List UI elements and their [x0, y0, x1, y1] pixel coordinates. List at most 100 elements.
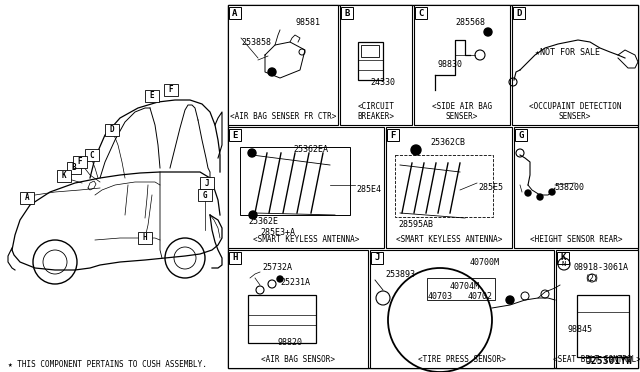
Text: 285568: 285568: [455, 18, 485, 27]
Circle shape: [506, 296, 514, 304]
Bar: [67, 162, 81, 174]
Text: H: H: [143, 234, 147, 243]
Text: B: B: [344, 9, 349, 17]
Text: 24330: 24330: [370, 78, 395, 87]
Text: H: H: [232, 253, 237, 263]
Text: 25231A: 25231A: [280, 278, 310, 287]
Text: <SIDE AIR BAG
SENSER>: <SIDE AIR BAG SENSER>: [432, 102, 492, 121]
Text: D: D: [109, 125, 115, 135]
Bar: [105, 124, 119, 136]
Text: <SEAT BELT CONTROL>: <SEAT BELT CONTROL>: [553, 355, 640, 364]
Text: J25301YW: J25301YW: [585, 356, 632, 366]
Bar: [514, 127, 638, 248]
Text: F: F: [169, 86, 173, 94]
Bar: [240, 147, 350, 215]
Text: <SMART KEYLESS ANTENNA>: <SMART KEYLESS ANTENNA>: [396, 235, 502, 244]
Circle shape: [549, 189, 555, 195]
Text: 98820: 98820: [278, 338, 303, 347]
Bar: [229, 129, 241, 141]
Bar: [248, 295, 316, 343]
Bar: [20, 192, 34, 204]
Bar: [370, 250, 554, 368]
Text: C: C: [419, 9, 424, 17]
Circle shape: [411, 145, 421, 155]
Bar: [556, 250, 638, 368]
Circle shape: [249, 211, 257, 219]
Circle shape: [248, 149, 256, 157]
Bar: [358, 42, 383, 80]
Bar: [395, 155, 493, 217]
Text: N: N: [562, 261, 566, 267]
Bar: [340, 5, 412, 125]
Bar: [145, 90, 159, 102]
Bar: [557, 252, 569, 264]
Text: 08918-3061A: 08918-3061A: [574, 263, 629, 272]
Bar: [228, 250, 368, 368]
Bar: [228, 5, 638, 368]
Text: 253893: 253893: [385, 270, 415, 279]
Text: 98845: 98845: [567, 325, 592, 334]
Bar: [386, 127, 512, 248]
Text: 25732A: 25732A: [262, 263, 292, 272]
Text: <OCCUPAINT DETECTION
SENSER>: <OCCUPAINT DETECTION SENSER>: [529, 102, 621, 121]
Text: (2): (2): [584, 274, 599, 283]
Bar: [200, 177, 214, 189]
Bar: [73, 156, 87, 168]
Bar: [361, 45, 379, 57]
Text: 538200: 538200: [554, 183, 584, 192]
Text: 25362E: 25362E: [248, 217, 278, 226]
Text: <TIRE PRESS SENSOR>: <TIRE PRESS SENSOR>: [418, 355, 506, 364]
Text: 40702: 40702: [468, 292, 493, 301]
Text: A: A: [232, 9, 237, 17]
Text: 285E5: 285E5: [478, 183, 503, 192]
Text: <AIR BAG SENSER FR CTR>: <AIR BAG SENSER FR CTR>: [230, 112, 336, 121]
Text: B: B: [72, 164, 76, 173]
Text: F: F: [77, 157, 83, 167]
Text: <AIR BAG SENSOR>: <AIR BAG SENSOR>: [261, 355, 335, 364]
Text: D: D: [516, 9, 522, 17]
Text: 25362CB: 25362CB: [430, 138, 465, 147]
Bar: [57, 170, 71, 182]
Bar: [229, 252, 241, 264]
Text: K: K: [61, 171, 67, 180]
Bar: [164, 84, 178, 96]
Text: G: G: [203, 190, 207, 199]
Text: <CIRCUIT
BREAKER>: <CIRCUIT BREAKER>: [358, 102, 394, 121]
Circle shape: [525, 190, 531, 196]
Text: K: K: [560, 253, 566, 263]
Bar: [138, 232, 152, 244]
Text: 285E3+A: 285E3+A: [260, 228, 295, 237]
Bar: [515, 129, 527, 141]
Bar: [371, 252, 383, 264]
Text: A: A: [25, 193, 29, 202]
Bar: [577, 295, 629, 357]
Text: 253858: 253858: [241, 38, 271, 47]
Bar: [228, 5, 338, 125]
Circle shape: [277, 276, 283, 282]
Circle shape: [268, 68, 276, 76]
Bar: [85, 149, 99, 161]
Circle shape: [484, 28, 492, 36]
Bar: [512, 5, 638, 125]
Text: 40700M: 40700M: [470, 258, 500, 267]
Text: ★ THIS COMPONENT PERTAINS TO CUSH ASSEMBLY.: ★ THIS COMPONENT PERTAINS TO CUSH ASSEMB…: [8, 360, 207, 369]
Text: ★NOT FOR SALE: ★NOT FOR SALE: [535, 48, 600, 57]
Text: G: G: [518, 131, 524, 140]
Text: F: F: [390, 131, 396, 140]
Text: 98830: 98830: [437, 60, 462, 69]
Bar: [341, 7, 353, 19]
Text: 285E4: 285E4: [356, 185, 381, 194]
Text: J: J: [374, 253, 380, 263]
Text: 98581: 98581: [295, 18, 320, 27]
Text: J: J: [205, 179, 209, 187]
Bar: [229, 7, 241, 19]
Bar: [387, 129, 399, 141]
Bar: [414, 5, 510, 125]
Text: <SMART KEYLESS ANTENNA>: <SMART KEYLESS ANTENNA>: [253, 235, 359, 244]
Text: <HEIGHT SENSOR REAR>: <HEIGHT SENSOR REAR>: [530, 235, 622, 244]
Text: 25362EA: 25362EA: [293, 145, 328, 154]
Text: E: E: [232, 131, 237, 140]
Bar: [427, 278, 495, 300]
Bar: [513, 7, 525, 19]
Text: C: C: [90, 151, 94, 160]
